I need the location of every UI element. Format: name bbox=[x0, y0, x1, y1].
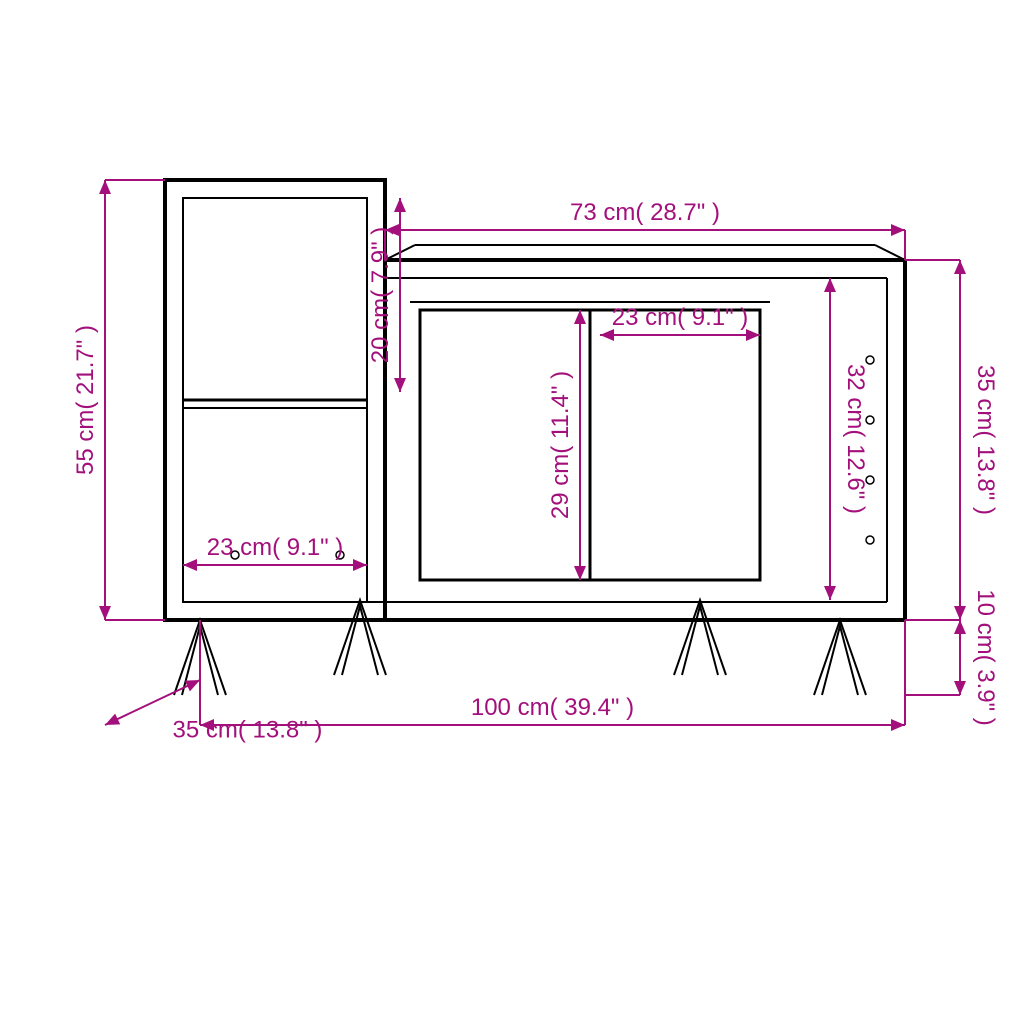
depth_35-label: 35 cm( 13.8" ) bbox=[173, 717, 323, 744]
open_23-label: 23 cm( 9.1" ) bbox=[207, 534, 344, 561]
dimension-diagram: 55 cm( 21.7" ) 35 cm( 13.8" ) 100 cm( 39.4… bbox=[0, 0, 1024, 1024]
inner_32-label: 32 cm( 12.6" ) bbox=[842, 364, 869, 514]
height_55-label: 55 cm( 21.7" ) bbox=[72, 325, 99, 475]
shelf_20-label: 20 cm( 7.9" ) bbox=[367, 227, 394, 364]
door_29-label: 29 cm( 11.4" ) bbox=[547, 371, 574, 519]
furniture bbox=[165, 180, 905, 695]
dim-right_10 bbox=[905, 620, 960, 695]
dim-height_55 bbox=[105, 180, 165, 620]
dimensions: 55 cm( 21.7" ) 35 cm( 13.8" ) 100 cm( 39.4… bbox=[72, 180, 999, 744]
width_100-label: 100 cm( 39.4" ) bbox=[471, 694, 634, 721]
top_73-label: 73 cm( 28.7" ) bbox=[570, 199, 720, 226]
right_35-label: 35 cm( 13.8" ) bbox=[972, 365, 999, 515]
right_10-label: 10 cm( 3.9" ) bbox=[972, 589, 999, 726]
door_23i-label: 23 cm( 9.1" ) bbox=[612, 304, 749, 331]
dim-right_35 bbox=[905, 260, 960, 620]
